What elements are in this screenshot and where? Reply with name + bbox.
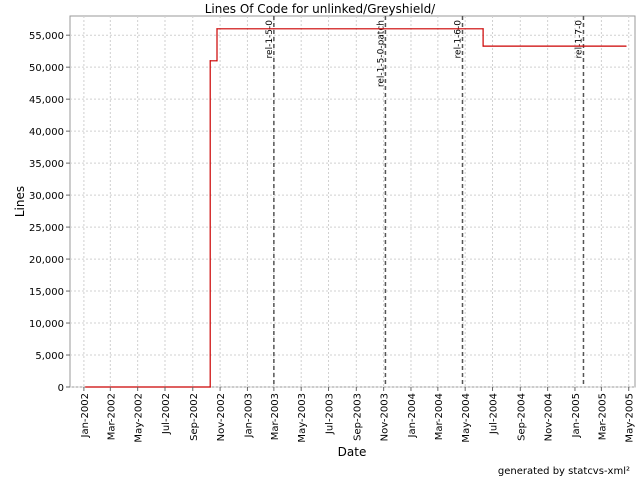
x-tick-label: Mar-2005: [597, 393, 608, 440]
x-tick-label: May-2002: [134, 393, 145, 443]
x-tick-label: Mar-2002: [106, 393, 117, 440]
series-lines: [85, 28, 627, 388]
data-point: [216, 60, 218, 62]
y-tick-label: 0: [58, 383, 64, 394]
y-tick-label: 10,000: [29, 319, 64, 330]
plot-area: [69, 15, 636, 388]
x-tick-label: Jul-2004: [489, 393, 500, 435]
y-tick-label: 15,000: [29, 287, 64, 298]
x-tick-label: May-2005: [625, 393, 636, 443]
x-tick-label: May-2003: [297, 393, 308, 443]
annotation-label: rel-1-7-0: [574, 20, 584, 59]
data-point: [482, 28, 484, 30]
x-tick-label: Jan-2005: [571, 393, 582, 438]
y-tick-label: 50,000: [29, 63, 64, 74]
data-point: [209, 60, 211, 62]
y-tick-label: 20,000: [29, 255, 64, 266]
x-tick-label: Mar-2003: [270, 393, 281, 440]
x-axis: Jan-2002 Mar-2002 May-2002 Jul-2002 Sep-2002…: [80, 387, 636, 443]
release-annotations: rel-1-5-0 rel-1-5-0-patch rel-1-6-0 rel-1-7…: [265, 16, 584, 387]
annotation-label: rel-1-5-0-patch: [376, 20, 386, 87]
x-tick-label: Sep-2003: [352, 393, 363, 441]
x-tick-label: May-2004: [461, 393, 472, 443]
y-tick-label: 5,000: [35, 351, 64, 362]
data-point: [85, 386, 87, 388]
x-tick-label: Mar-2004: [434, 393, 445, 440]
chart-title: Lines Of Code for unlinked/Greyshield/: [205, 2, 436, 16]
y-tick-label: 35,000: [29, 159, 64, 170]
x-tick-label: Sep-2002: [189, 393, 200, 441]
x-tick-label: Jul-2002: [161, 393, 172, 435]
y-tick-label: 30,000: [29, 191, 64, 202]
data-point: [216, 28, 218, 30]
data-point: [625, 45, 627, 47]
x-tick-label: Nov-2004: [544, 393, 555, 441]
annotation-label: rel-1-5-0: [265, 20, 275, 59]
generator-credit: generated by statcvs-xml²: [498, 466, 630, 477]
y-tick-label: 45,000: [29, 95, 64, 106]
x-tick-label: Jan-2003: [243, 393, 254, 438]
y-axis: 0 5,000 10,000 15,000 20,000 25,000 30,000 35,0…: [29, 31, 70, 394]
y-tick-label: 55,000: [29, 31, 64, 42]
x-tick-label: Sep-2004: [516, 393, 527, 441]
x-tick-label: Nov-2003: [380, 393, 391, 441]
x-tick-label: Nov-2002: [216, 393, 227, 441]
data-point: [209, 386, 211, 388]
x-tick-label: Jul-2003: [325, 393, 336, 435]
data-point: [482, 45, 484, 47]
series-line: [85, 28, 626, 388]
annotation-label: rel-1-6-0: [453, 20, 463, 59]
y-axis-label: Lines: [13, 186, 27, 217]
x-tick-label: Jan-2004: [407, 393, 418, 438]
y-tick-label: 40,000: [29, 127, 64, 138]
x-tick-label: Jan-2002: [80, 393, 91, 438]
y-tick-label: 25,000: [29, 223, 64, 234]
x-axis-label: Date: [338, 445, 367, 459]
grid-lines: [70, 16, 635, 388]
